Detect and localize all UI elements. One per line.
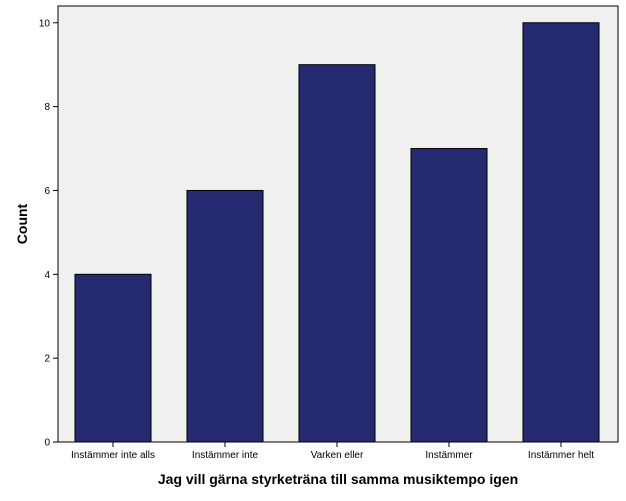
bar	[410, 148, 488, 443]
x-axis-title: Jag vill gärna styrketräna till samma mu…	[158, 471, 518, 487]
x-tick-label: Instämmer inte	[192, 450, 259, 461]
x-tick-label: Instämmer helt	[528, 450, 594, 461]
x-tick-label: Varken eller	[311, 450, 364, 461]
bar	[186, 189, 264, 443]
bar	[298, 64, 376, 443]
y-axis-title: Count	[14, 203, 30, 244]
x-tick-label: Instämmer	[425, 450, 473, 461]
y-tick-label: 0	[44, 438, 50, 449]
y-axis: 0 2 4 6 8 10	[39, 18, 58, 449]
y-tick-label: 10	[39, 18, 51, 29]
x-axis: Instämmer inte alls Instämmer inte Varken …	[71, 442, 594, 461]
x-tick-label: Instämmer inte alls	[71, 450, 155, 461]
bar	[74, 273, 152, 443]
y-tick-label: 4	[44, 270, 50, 281]
y-tick-label: 8	[44, 102, 50, 113]
y-tick-label: 2	[44, 354, 50, 365]
bar	[522, 22, 600, 443]
bars-group	[74, 22, 600, 443]
y-tick-label: 6	[44, 186, 50, 197]
